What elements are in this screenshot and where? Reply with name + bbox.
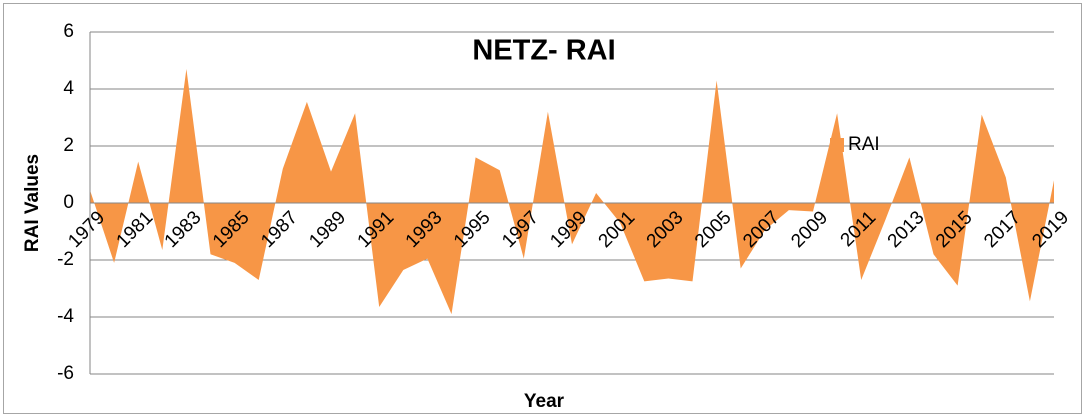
- chart-title: NETZ- RAI: [472, 35, 615, 67]
- legend-swatch: [830, 138, 844, 152]
- plot: [89, 32, 1054, 374]
- y-tick-label: 0: [63, 192, 74, 213]
- y-tick-label: -2: [57, 249, 74, 270]
- y-axis-label: RAI Values: [22, 154, 43, 252]
- y-tick-label: 6: [63, 21, 74, 42]
- y-tick-label: -6: [57, 363, 74, 384]
- y-tick-label: 4: [63, 78, 74, 99]
- grid: [90, 31, 1054, 375]
- x-axis-label: Year: [524, 391, 565, 412]
- y-tick-label: -4: [57, 306, 74, 327]
- area: [90, 69, 1054, 315]
- legend-label: RAI: [848, 134, 880, 155]
- y-tick-label: 2: [63, 135, 74, 156]
- chart-frame: [3, 3, 1082, 414]
